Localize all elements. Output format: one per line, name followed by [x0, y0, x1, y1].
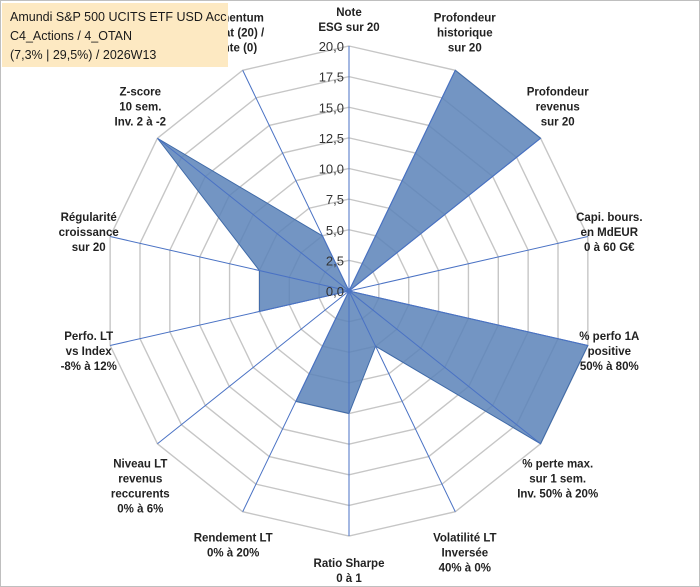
axis-label: % perte max. sur 1 sem. Inv. 50% à 20%: [517, 459, 598, 501]
chart-title-line-3: (7,3% | 29,5%) / 2026W13: [10, 48, 157, 62]
axis-spoke: [348, 235, 588, 292]
axis-spoke: [242, 290, 350, 512]
tick-label: 2,5: [326, 253, 344, 268]
chart-title-line-2: C4_Actions / 4_OTAN: [10, 29, 133, 43]
axis-label: Capi. bours. en MdEUR 0 à 60 G€: [576, 212, 642, 254]
axis-spoke: [348, 290, 588, 347]
series-area: [157, 69, 589, 445]
axis-spoke: [157, 137, 350, 292]
axis-label: Z-score 10 sem. Inv. 2 à -2: [115, 87, 167, 129]
tick-label: 20,0: [319, 39, 344, 54]
axis-label: Niveau LT revenus reccurents 0% à 6%: [111, 459, 170, 516]
axis-label: Note ESG sur 20: [318, 7, 379, 34]
tick-label: 12,5: [319, 131, 344, 146]
axis-label: Profondeur historique sur 20: [434, 12, 496, 54]
axis-label: Profondeur revenus sur 20: [527, 87, 589, 129]
axis-spoke: [157, 290, 350, 445]
axis-label: Volatilité LT Inversée 40% à 0%: [433, 533, 496, 575]
axis-spoke: [348, 290, 541, 445]
tick-label: 0,0: [326, 284, 344, 299]
axis-spoke: [348, 137, 541, 292]
axis-label: Ratio Sharpe 0 à 1: [314, 558, 385, 585]
axis-label: Perfo. LT vs Index -8% à 12%: [61, 331, 117, 373]
axis-spoke: [348, 290, 456, 512]
chart-title-line-1: Amundi S&P 500 UCITS ETF USD Acc: [10, 10, 227, 24]
axis-spoke: [348, 70, 456, 292]
tick-label: 7,5: [326, 192, 344, 207]
tick-label: 10,0: [319, 162, 344, 177]
axis-spoke: [110, 290, 350, 347]
tick-label: 5,0: [326, 223, 344, 238]
tick-label: 17,5: [319, 70, 344, 85]
axis-label: Régularité croissance sur 20: [59, 212, 119, 254]
chart-title-box: Amundi S&P 500 UCITS ETF USD Acc C4_Acti…: [2, 3, 228, 67]
axis-label: % perfo 1A positive 50% à 80%: [579, 331, 639, 373]
axis-label: Rendement LT 0% à 20%: [194, 533, 273, 560]
tick-label: 15,0: [319, 100, 344, 115]
axis-spoke: [110, 235, 350, 292]
axis-spoke: [242, 70, 350, 292]
